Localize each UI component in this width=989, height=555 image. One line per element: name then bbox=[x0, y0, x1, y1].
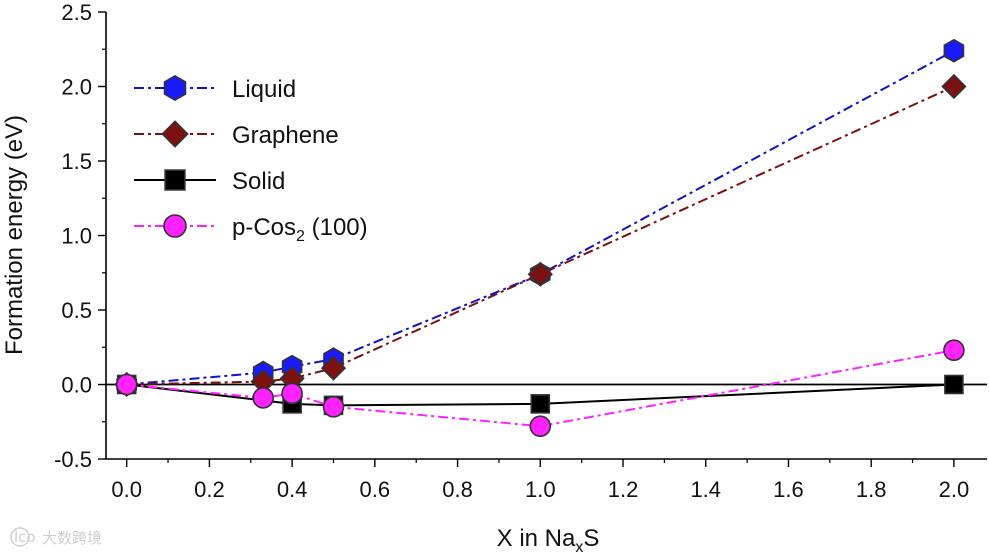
data-point-circle bbox=[252, 387, 274, 409]
axes: -0.5 0.0 0.5 1.0 1.5 2.0 2.5 0.0 0.2 0.4 0.6 0.8 1.0… bbox=[54, 0, 987, 502]
y-tick-label: -0.5 bbox=[54, 447, 92, 472]
watermark: lco 大数跨境 bbox=[10, 527, 102, 547]
legend-label: Liquid bbox=[232, 76, 296, 103]
data-point-diamond bbox=[941, 73, 967, 100]
watermark-text: 大数跨境 bbox=[42, 529, 102, 547]
series-line bbox=[126, 349, 955, 428]
legend: Liquid Graphene Solid p-Cos2 (100) bbox=[134, 74, 368, 245]
x-tick-label: 0.8 bbox=[442, 477, 473, 502]
x-tick-label: 1.8 bbox=[856, 477, 887, 502]
data-point-circle bbox=[281, 382, 303, 405]
x-tick-label: 0.2 bbox=[194, 477, 225, 502]
x-tick-label: 1.0 bbox=[525, 477, 556, 502]
data-point-square bbox=[944, 374, 964, 395]
data-point-circle bbox=[115, 373, 138, 396]
data-point-diamond bbox=[320, 355, 347, 381]
y-tick-label: 2.5 bbox=[61, 0, 92, 25]
data-point-circle bbox=[163, 214, 187, 238]
series-line bbox=[126, 85, 955, 386]
x-tick-label: 0.0 bbox=[111, 477, 142, 502]
legend-item: Graphene bbox=[134, 120, 339, 149]
legend-item: Solid bbox=[134, 168, 285, 195]
data-point-diamond bbox=[161, 120, 189, 148]
x-tick-label: 0.4 bbox=[277, 477, 308, 502]
y-axis-label: Formation energy (eV) bbox=[1, 115, 28, 355]
series-layer bbox=[114, 38, 967, 438]
data-point-circle bbox=[529, 415, 552, 438]
data-point-diamond bbox=[527, 261, 553, 287]
x-tick-label: 1.4 bbox=[690, 477, 721, 502]
legend-label: p-Cos2 (100) bbox=[232, 214, 368, 245]
y-tick-label: 0.5 bbox=[61, 298, 92, 323]
data-point-square bbox=[164, 169, 186, 191]
data-point-hexagon bbox=[943, 38, 965, 63]
data-point-hexagon bbox=[163, 74, 187, 102]
series-graphene bbox=[114, 73, 967, 398]
y-tick-label: 0.0 bbox=[61, 373, 92, 398]
x-tick-label: 0.6 bbox=[360, 477, 391, 502]
legend-item: p-Cos2 (100) bbox=[134, 214, 368, 245]
y-tick-label: 1.5 bbox=[61, 149, 92, 174]
series-line bbox=[126, 49, 955, 386]
x-axis-label: X in NaxS bbox=[497, 525, 600, 555]
series-p-cos bbox=[115, 339, 965, 438]
legend-label: Solid bbox=[232, 168, 285, 195]
x-tick-label: 1.2 bbox=[608, 477, 639, 502]
watermark-badge: lco bbox=[14, 528, 36, 546]
series-solid bbox=[116, 374, 964, 416]
x-tick-label: 1.6 bbox=[773, 477, 804, 502]
legend-label: Graphene bbox=[232, 122, 339, 149]
data-point-circle bbox=[943, 339, 965, 362]
data-point-circle bbox=[322, 396, 345, 418]
y-tick-label: 2.0 bbox=[61, 75, 92, 100]
x-tick-label: 2.0 bbox=[939, 477, 970, 502]
y-tick-label: 1.0 bbox=[61, 224, 92, 249]
watermark-logo-icon bbox=[10, 527, 30, 547]
legend-item: Liquid bbox=[134, 74, 296, 103]
data-point-square bbox=[530, 394, 551, 414]
